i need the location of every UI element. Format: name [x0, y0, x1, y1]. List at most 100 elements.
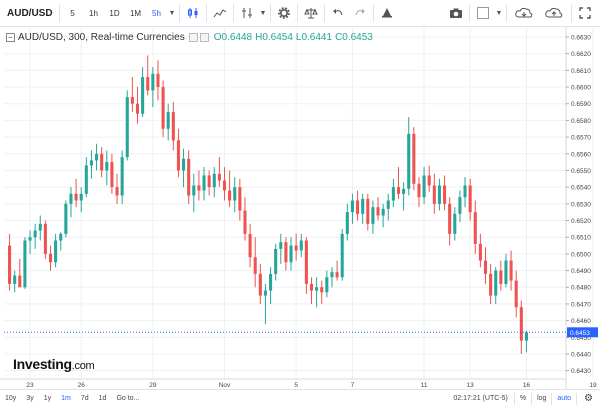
time-axis: 232629Nov571113161921 [0, 378, 597, 389]
candle-body [95, 153, 99, 161]
scale-icon[interactable] [300, 2, 322, 24]
candle-body [269, 273, 273, 291]
candle-body [473, 212, 477, 244]
price-tick-label: 0.6600 [571, 85, 591, 92]
interval-1m-button[interactable]: 1M [129, 8, 142, 18]
candle-body [130, 97, 134, 104]
candle-body [299, 240, 303, 251]
candle-body [519, 307, 523, 341]
price-tick-label: 0.6550 [571, 168, 591, 175]
toolbar-divider [373, 4, 374, 22]
candle-body [350, 200, 354, 213]
candle-body [120, 157, 124, 196]
candle-body [156, 73, 160, 88]
toolbar-divider [233, 4, 234, 22]
cloud-save-icon[interactable] [539, 2, 569, 24]
candle-body [192, 185, 196, 196]
interval-1d-button[interactable]: 1D [109, 8, 120, 18]
price-tick-label: 0.6630 [571, 35, 591, 42]
time-tick-label: 7 [351, 382, 355, 389]
price-tick-label: 0.6450 [571, 335, 591, 342]
candle-body [13, 275, 17, 284]
candle-body [315, 287, 319, 291]
layout-icon[interactable] [472, 2, 494, 24]
time-tick-label: 13 [467, 382, 475, 389]
candle-body [115, 187, 119, 196]
price-tick-label: 0.6460 [571, 318, 591, 325]
undo-icon[interactable] [327, 2, 349, 24]
candle-body [294, 245, 298, 251]
layout-swatch [477, 7, 489, 19]
cloud-load-icon[interactable] [509, 2, 539, 24]
legend-settings-icon[interactable] [188, 32, 198, 42]
percent-scale-toggle[interactable]: % [519, 395, 527, 402]
interval-dropdown-chevron-icon[interactable]: ▼ [168, 9, 176, 17]
legend-low: L0.6441 [295, 31, 333, 43]
logo-brand: Investing [13, 356, 72, 372]
candle-body [514, 280, 518, 308]
price-tick-label: 0.6590 [571, 101, 591, 108]
compare-icon[interactable] [236, 2, 258, 24]
investing-logo[interactable]: Investing.com [13, 356, 95, 372]
settings-icon[interactable] [273, 2, 295, 24]
candle-body [340, 233, 344, 278]
candle-body [238, 187, 242, 211]
candle-body [263, 290, 267, 296]
compare-dropdown-chevron-icon[interactable]: ▼ [259, 9, 267, 17]
range-1d-button[interactable]: 1d [98, 395, 107, 402]
indicators-icon[interactable] [209, 2, 231, 24]
candle-body [253, 257, 257, 274]
interval-1h-button[interactable]: 1h [89, 8, 98, 18]
candle-body [202, 175, 206, 191]
candle-body [33, 230, 37, 238]
log-scale-toggle[interactable]: log [537, 395, 547, 402]
camera-icon[interactable] [445, 2, 467, 24]
bottom-divider [576, 392, 578, 405]
collapse-legend-button[interactable]: − [6, 32, 15, 42]
fullscreen-icon[interactable] [574, 2, 596, 24]
redo-icon[interactable] [349, 2, 371, 24]
interval-5m-button[interactable]: 5 [70, 8, 75, 18]
candle-body [217, 173, 221, 181]
candle-body [468, 185, 472, 213]
toolbar-divider [571, 4, 572, 22]
auto-scale-toggle[interactable]: auto [557, 395, 572, 402]
chart-settings-gear-icon[interactable]: ⚙ [584, 393, 593, 404]
candle-body [8, 245, 12, 284]
range-10y-button[interactable]: 10y [5, 395, 17, 402]
toolbar-divider [324, 4, 325, 22]
interval-5h-button[interactable]: 5h [152, 8, 161, 18]
candle-body [151, 73, 155, 91]
toolbar-divider [270, 4, 271, 22]
candle-body [422, 175, 426, 198]
symbol-search-input[interactable]: AUD/USD [7, 7, 53, 19]
candlestick-chart[interactable]: 0.6630 0.6620 0.6610 0.6600 0.6590 0.6580 0.65… [0, 27, 600, 389]
candle-body [207, 175, 211, 188]
candles-icon[interactable] [182, 2, 204, 24]
range-1y-button[interactable]: 1y [43, 395, 52, 402]
bottom-divider [531, 392, 533, 405]
range-7d-button[interactable]: 7d [80, 395, 89, 402]
goto-date-button[interactable]: Go to... [116, 395, 140, 402]
candle-body [376, 207, 380, 216]
candle-body [494, 270, 498, 296]
time-tick-label: 11 [421, 382, 428, 389]
candle-body [182, 158, 186, 171]
price-tick-label: 0.6500 [571, 251, 591, 258]
layout-dropdown-chevron-icon[interactable]: ▼ [495, 9, 503, 17]
candle-body [427, 175, 431, 186]
legend-visibility-icon[interactable] [199, 32, 209, 42]
candle-body [443, 185, 447, 204]
candle-body [366, 198, 370, 224]
toolbar-divider [506, 4, 507, 22]
range-3y-button[interactable]: 3y [26, 395, 34, 402]
candle-body [38, 223, 42, 231]
logo-domain: .com [71, 360, 95, 372]
alert-icon[interactable] [376, 2, 398, 24]
candle-body [64, 203, 68, 234]
chart-area[interactable]: 0.6630 0.6620 0.6610 0.6600 0.6590 0.6580 0.65… [0, 27, 600, 389]
price-tick-label: 0.6530 [571, 201, 591, 208]
price-tick-label: 0.6540 [571, 185, 591, 192]
price-axis: 0.6630 0.6620 0.6610 0.6600 0.6590 0.6580 0.65… [565, 27, 591, 389]
range-1m-button[interactable]: 1m [61, 395, 71, 402]
